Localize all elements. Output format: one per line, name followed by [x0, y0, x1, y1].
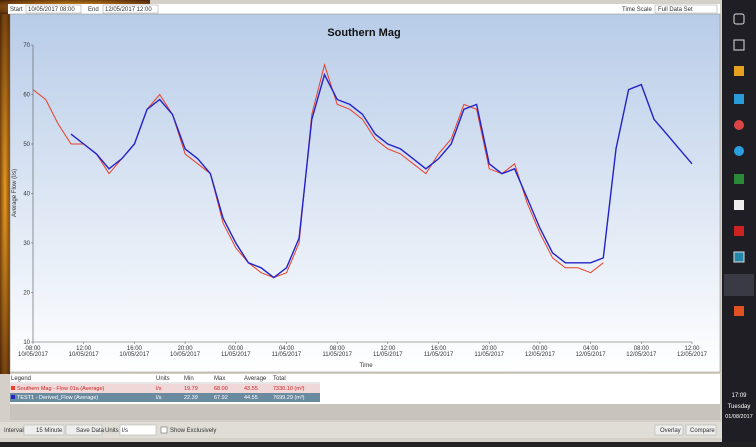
x-tick-date: 10/05/2017 — [69, 352, 100, 358]
table-header: Max — [214, 376, 225, 382]
start-value: 10/05/2017 08:00 — [28, 7, 75, 13]
y-axis-label: Average Flow (l/s) — [12, 169, 18, 217]
x-tick-date: 10/05/2017 — [170, 352, 201, 358]
y-tick-label: 60 — [23, 93, 30, 99]
overlay-text: Overlay — [660, 428, 681, 434]
x-tick-date: 10/05/2017 — [119, 352, 150, 358]
table-header: Total — [273, 376, 286, 382]
x-tick-date: 10/05/2017 — [18, 352, 49, 358]
table-cell: 68.00 — [214, 386, 228, 392]
table-cell: 19.79 — [184, 386, 198, 392]
page: Start 10/05/2017 08:00 End 12/05/2017 12… — [0, 0, 756, 442]
x-tick-date: 12/05/2017 — [626, 352, 657, 358]
chart-title: Southern Mag — [327, 27, 400, 39]
table-header: Average — [244, 376, 267, 382]
exclusive-label: Show Exclusively — [170, 428, 216, 434]
x-tick-date: 11/05/2017 — [272, 352, 302, 358]
units-value: l/s — [122, 428, 128, 434]
x-tick-date: 11/05/2017 — [474, 352, 504, 358]
legend-entry: TEST1 - Derived_Flow (Average) — [17, 395, 98, 401]
exclusive-checkbox[interactable] — [161, 427, 167, 433]
desktop-edge — [0, 14, 10, 374]
blank-panel — [10, 404, 720, 420]
y-tick-label: 50 — [23, 142, 30, 148]
save-text: Save Data — [76, 428, 105, 434]
units-label: Units — [105, 428, 119, 434]
legend-swatch — [11, 395, 15, 399]
x-tick-date: 11/05/2017 — [322, 352, 352, 358]
table-header: Legend — [11, 376, 31, 382]
y-tick-label: 30 — [23, 241, 30, 247]
screen: Start 10/05/2017 08:00 End 12/05/2017 12… — [0, 0, 756, 442]
table-cell: l/s — [156, 386, 162, 392]
x-tick-date: 11/05/2017 — [424, 352, 454, 358]
legend-swatch — [11, 386, 15, 390]
chart-area — [10, 14, 720, 372]
x-tick-date: 12/05/2017 — [576, 352, 607, 358]
end-label: End — [88, 7, 99, 13]
x-tick-date: 11/05/2017 — [221, 352, 251, 358]
interval-value: 15 Minute — [36, 428, 63, 434]
clock-time: 17:09 — [731, 393, 747, 399]
x-tick-date: 12/05/2017 — [677, 352, 708, 358]
scale-label: Time Scale — [622, 7, 652, 13]
clock-date: 01/08/2017 — [725, 414, 753, 420]
end-value: 12/05/2017 12:00 — [105, 7, 152, 13]
table-header: Units — [156, 376, 170, 382]
y-tick-label: 40 — [23, 192, 30, 198]
y-tick-label: 70 — [23, 43, 30, 49]
table-header: Min — [184, 376, 194, 382]
table-cell: 44.55 — [244, 395, 258, 401]
table-cell: 7699.29 (m³) — [273, 395, 305, 401]
compare-text: Compare — [690, 428, 715, 434]
table-cell: 7330.10 (m³) — [273, 386, 305, 392]
table-cell: 43.55 — [244, 386, 258, 392]
table-cell: 67.92 — [214, 395, 228, 401]
x-tick-date: 11/05/2017 — [373, 352, 403, 358]
y-tick-label: 20 — [23, 291, 30, 297]
x-axis-label: Time — [359, 363, 373, 369]
clock-day: Tuesday — [728, 404, 751, 410]
start-label: Start — [10, 7, 23, 13]
table-cell: l/s — [156, 395, 162, 401]
x-tick-date: 12/05/2017 — [525, 352, 556, 358]
legend-entry: Southern Mag - Flow 01a (Average) — [17, 386, 104, 392]
interval-label: Interval — [4, 428, 24, 434]
scale-value: Full Data Set — [658, 7, 693, 13]
table-cell: 22.39 — [184, 395, 198, 401]
